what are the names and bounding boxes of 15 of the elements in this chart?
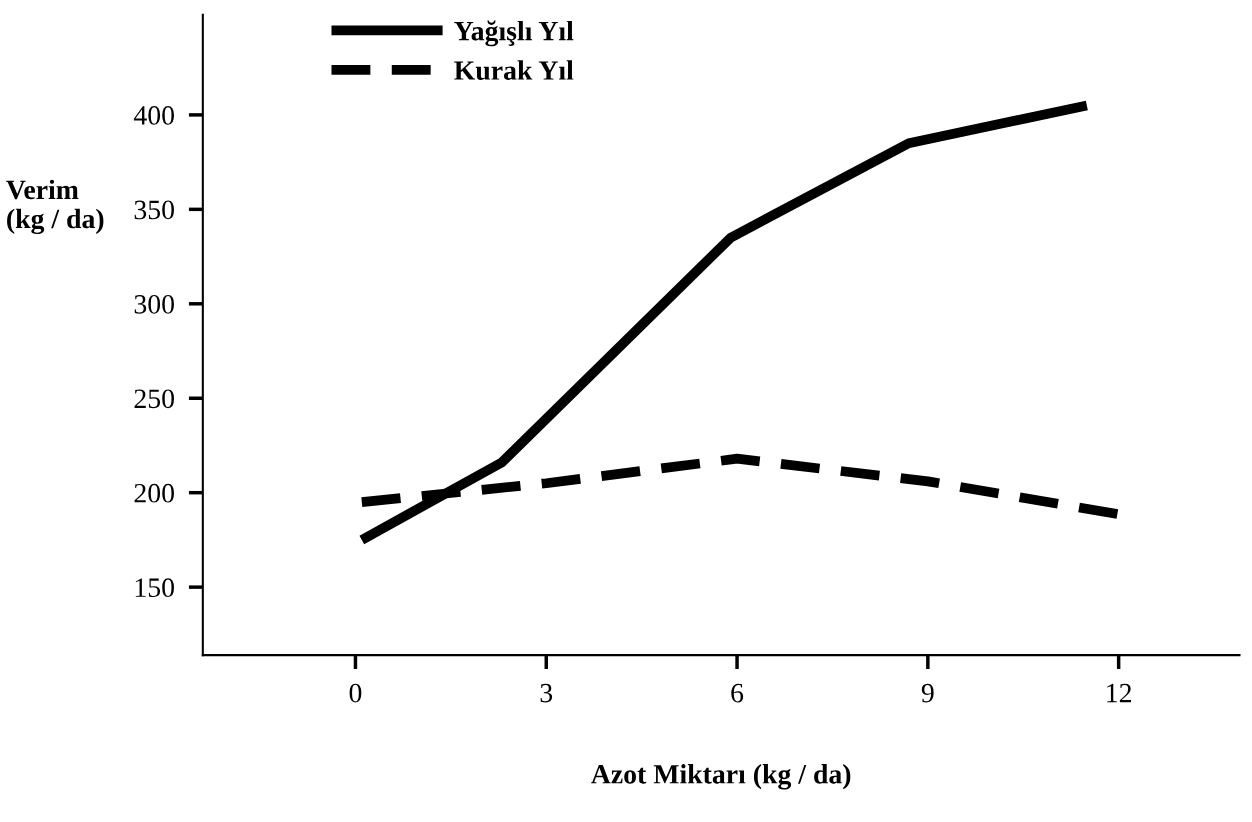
y-tick-label: 350 — [134, 200, 174, 220]
x-tick-label: 12 — [1107, 683, 1131, 703]
x-axis-title: Azot Miktarı (kg / da) — [591, 764, 851, 790]
y-axis-title: Verim (kg / da) — [6, 179, 104, 235]
x-tick-label: 3 — [540, 683, 553, 703]
y-tick-label: 200 — [134, 483, 174, 503]
x-tick-label: 6 — [731, 683, 744, 703]
x-tick-label: 9 — [921, 683, 934, 703]
y-tick-label: 300 — [134, 294, 174, 314]
legend-label: Yağışlı Yıl — [454, 20, 574, 47]
legend-label: Kurak Yıl — [454, 60, 574, 80]
y-tick-label: 400 — [133, 106, 174, 125]
y-tick-label: 150 — [135, 578, 174, 598]
y-tick-label: 250 — [134, 389, 174, 409]
x-tick-label: 0 — [349, 683, 362, 703]
